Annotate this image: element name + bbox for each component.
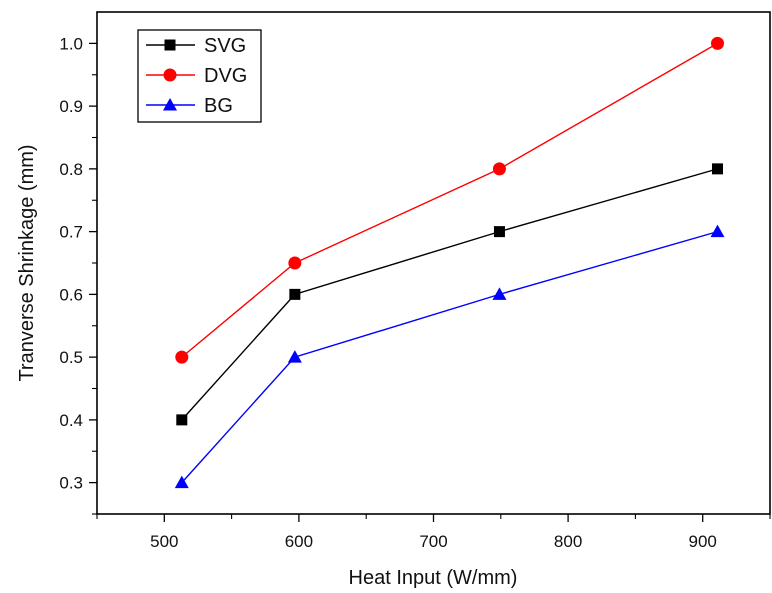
legend-marker-bg: [163, 98, 177, 111]
y-tick-label: 0.5: [59, 348, 83, 367]
legend-item-svg: SVG: [146, 35, 246, 57]
y-tick-label: 0.4: [59, 411, 83, 430]
data-point-dvg: [175, 350, 189, 364]
x-tick-label: 600: [285, 532, 313, 551]
data-point-svg: [289, 288, 301, 300]
legend-label-dvg: DVG: [204, 65, 247, 87]
x-axis-title: Heat Input (W/mm): [349, 567, 518, 589]
legend-item-bg: BG: [146, 95, 233, 117]
legend-label-bg: BG: [204, 95, 233, 117]
series-bg: [174, 224, 725, 489]
series-layer: [174, 36, 725, 489]
axis-ticks: 500 600 700 800 900 0.3 0.4 0.5 0.6 0.7 0.8 0.9 1.0: [59, 34, 771, 551]
legend-marker-dvg: [163, 68, 177, 82]
y-axis-title: Tranverse Shrinkage (mm): [16, 144, 38, 381]
x-tick-label: 500: [150, 532, 178, 551]
data-point-bg: [492, 287, 507, 300]
legend-item-dvg: DVG: [146, 65, 247, 87]
data-point-dvg: [492, 162, 506, 176]
series-dvg: [175, 36, 725, 364]
y-tick-label: 0.9: [59, 97, 83, 116]
data-point-svg: [493, 226, 505, 238]
legend: SVG DVG BG: [137, 29, 262, 123]
y-tick-label: 0.7: [59, 223, 83, 242]
x-tick-label: 700: [419, 532, 447, 551]
series-line-svg: [181, 168, 718, 421]
y-tick-label: 1.0: [59, 34, 83, 53]
y-tick-label: 0.8: [59, 160, 83, 179]
y-tick-label: 0.6: [59, 285, 83, 304]
x-tick-label: 800: [554, 532, 582, 551]
data-point-bg: [710, 224, 725, 238]
legend-label-svg: SVG: [204, 35, 246, 57]
x-tick-label: 900: [689, 532, 717, 551]
series-svg: [176, 163, 724, 426]
y-tick-label: 0.3: [59, 474, 83, 493]
legend-marker-svg: [164, 39, 176, 51]
data-point-bg: [174, 475, 189, 489]
data-point-svg: [176, 414, 188, 426]
data-point-svg: [712, 163, 724, 175]
series-line-dvg: [181, 42, 718, 358]
data-point-bg: [287, 350, 302, 363]
series-line-bg: [181, 230, 718, 484]
data-point-dvg: [711, 36, 725, 50]
data-point-dvg: [288, 256, 302, 270]
